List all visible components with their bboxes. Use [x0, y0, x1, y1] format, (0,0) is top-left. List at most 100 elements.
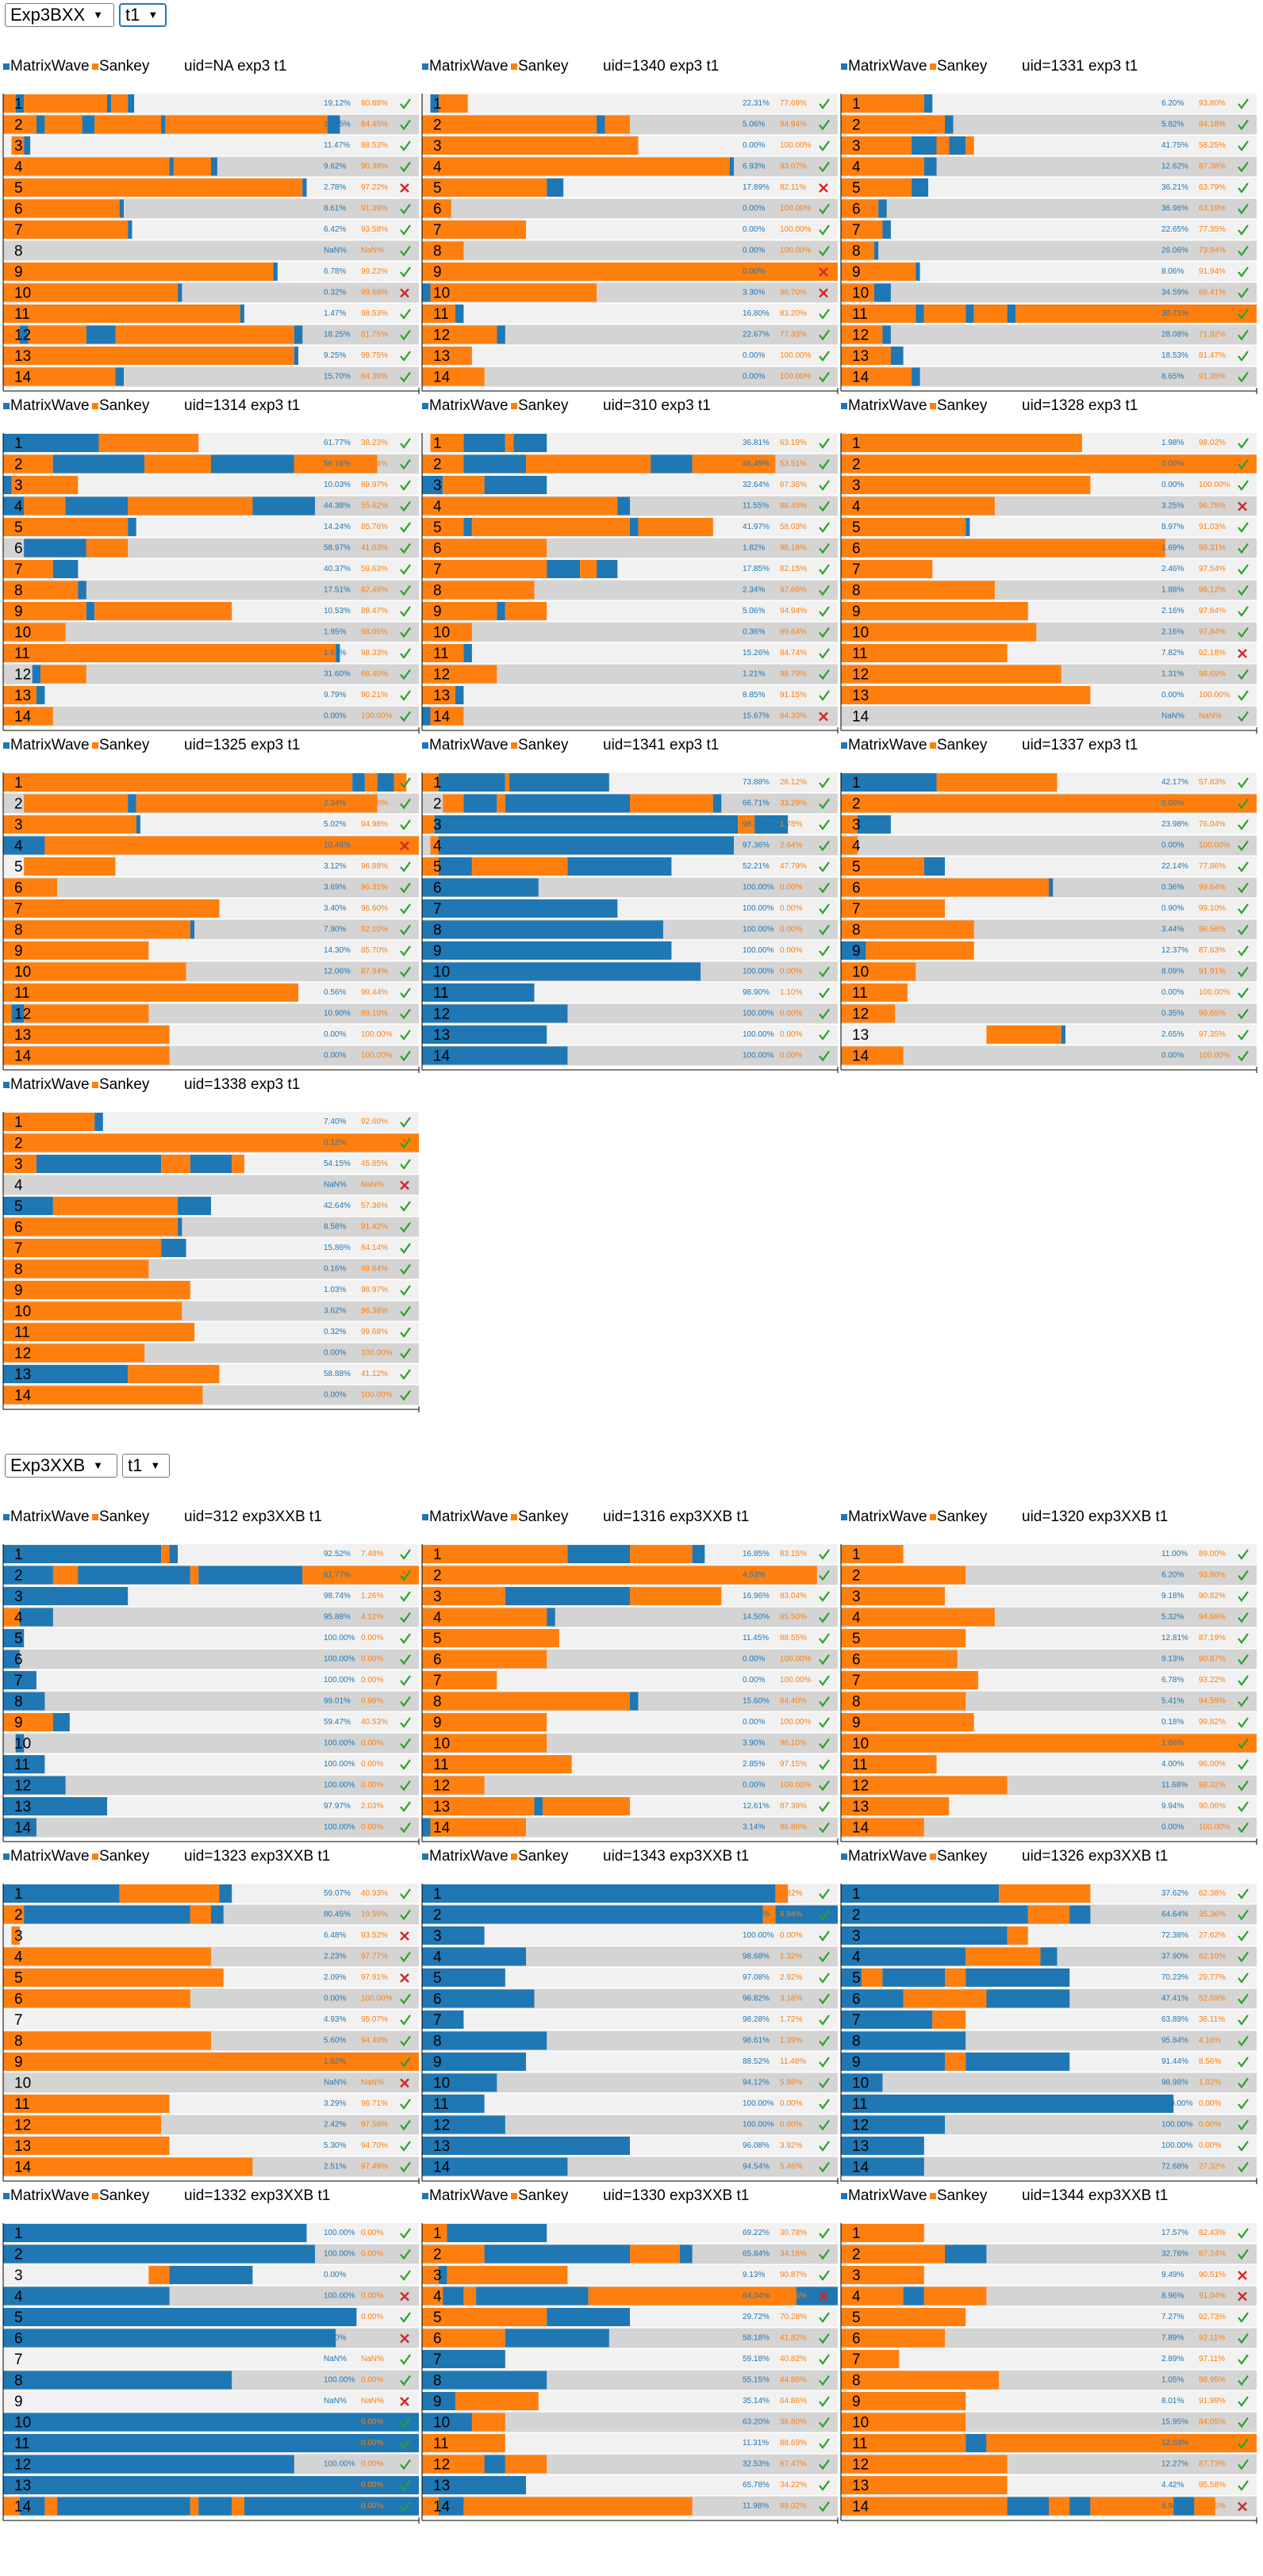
matrixwave-percent: 58.18% [743, 2334, 770, 2343]
matrixwave-percent: 36.81% [743, 439, 770, 447]
sankey-segment [128, 496, 253, 516]
sankey-percent: 58.03% [780, 523, 807, 531]
matrixwave-percent: 100.00% [324, 1739, 355, 1748]
check-icon [400, 966, 411, 978]
check-icon [400, 2248, 411, 2260]
check-icon [400, 2375, 411, 2386]
sankey-segment [422, 1608, 547, 1627]
check-icon [400, 1117, 411, 1128]
sankey-percent: 89.00% [1199, 1550, 1226, 1558]
row-label: 10 [852, 2076, 869, 2092]
check-icon [1238, 798, 1249, 810]
sankey-segment [430, 836, 439, 855]
row-label: 11 [852, 985, 868, 1002]
matrixwave-segment [882, 220, 891, 239]
check-icon [400, 2141, 411, 2152]
row-label: 1 [14, 1547, 23, 1563]
row-label: 9 [433, 2054, 442, 2071]
matrixwave-segment [3, 2371, 232, 2390]
sankey-percent: 40.53% [361, 1718, 388, 1727]
experiment-select[interactable]: Exp3XXB ▼ [5, 1454, 117, 1478]
sankey-percent: 100.00% [780, 1676, 812, 1685]
sankey-percent: 99.65% [1199, 1010, 1226, 1018]
chart-panel: MatrixWave Sankey uid=1314 exp3 t11 61.77% 3… [2, 397, 420, 734]
row-label: 7 [852, 222, 861, 239]
sankey-segment [422, 347, 472, 365]
check-icon [1238, 690, 1249, 701]
legend-swatch-matrixwave [3, 742, 10, 749]
matrixwave-percent: 66.71% [743, 799, 770, 808]
sankey-percent: 30.78% [780, 2229, 807, 2237]
matrixwave-percent: 4.93% [324, 2015, 346, 2024]
matrixwave-segment [841, 941, 866, 960]
row-label: 10 [852, 2415, 869, 2432]
row-label: 7 [14, 2352, 23, 2368]
check-icon [1238, 1759, 1249, 1770]
row-label: 11 [14, 646, 30, 662]
row-label: 8 [433, 2373, 442, 2390]
sankey-segment [841, 794, 1257, 813]
row-background [3, 1754, 419, 1774]
check-icon [819, 522, 830, 533]
chart-panel: MatrixWave Sankey uid=1326 exp3XXB t11 37.6… [840, 1848, 1257, 2184]
row-label: 11 [852, 306, 868, 323]
matrixwave-percent: 98.90% [743, 988, 770, 997]
row-label: 9 [14, 2054, 23, 2071]
sankey-segment [841, 2287, 904, 2306]
matrixwave-percent: 64.64% [1161, 1911, 1188, 1919]
sankey-percent: 88.45% [780, 502, 807, 511]
check-icon [819, 245, 830, 257]
row-label: 10 [14, 2415, 31, 2432]
experiment-select[interactable]: Exp3BXX ▼ [5, 3, 114, 27]
row-label: 3 [433, 477, 442, 494]
check-icon [819, 1822, 830, 1834]
sankey-segment [364, 773, 378, 792]
sankey-percent: 84.45% [361, 121, 388, 129]
matrixwave-segment [24, 539, 86, 558]
sankey-segment [3, 94, 16, 113]
check-icon [1238, 458, 1249, 470]
row-label: 14 [852, 370, 870, 386]
sankey-percent: 27.32% [1199, 2163, 1226, 2172]
row-label: 5 [433, 859, 442, 876]
matrixwave-segment [945, 2244, 987, 2264]
row-label: 4 [852, 159, 861, 176]
sankey-segment [443, 794, 464, 813]
task-select[interactable]: t1 ▼ [119, 3, 167, 27]
chart-title: uid=310 exp3 t1 [603, 397, 711, 414]
task-select[interactable]: t1 ▼ [122, 1454, 170, 1478]
matrixwave-segment [211, 1905, 224, 1924]
legend-swatch-sankey [92, 2193, 98, 2199]
row-label: 8 [852, 2373, 861, 2390]
sankey-percent: 4.12% [361, 1613, 383, 1622]
matrixwave-segment [447, 2224, 547, 2242]
sankey-percent: 83.15% [780, 1550, 807, 1558]
sankey-percent: 87.19% [1199, 1634, 1226, 1643]
matrixwave-segment [509, 773, 609, 792]
check-icon [1238, 1780, 1249, 1792]
matrixwave-segment [923, 157, 937, 176]
matrixwave-percent: 29.72% [743, 2313, 770, 2321]
sankey-percent: 91.04% [1199, 2292, 1226, 2301]
row-background [422, 685, 838, 705]
sankey-segment [3, 1217, 179, 1236]
sankey-segment [3, 707, 53, 726]
sankey-percent: 40.82% [780, 2355, 807, 2363]
sankey-percent: 99.10% [1199, 904, 1226, 913]
sankey-percent: 89.10% [361, 1010, 388, 1018]
matrixwave-segment [161, 115, 166, 134]
sankey-percent: 57.36% [361, 1202, 388, 1210]
sankey-segment [3, 962, 186, 981]
matrixwave-percent: 7.82% [1161, 649, 1184, 657]
sankey-percent: 100.00% [780, 351, 812, 360]
check-icon [1238, 669, 1249, 680]
matrixwave-percent: 100.00% [324, 1676, 355, 1685]
sankey-percent: 0.00% [780, 1010, 802, 1018]
check-icon [400, 2417, 411, 2428]
matrixwave-segment [422, 1989, 535, 2008]
row-label: 7 [433, 901, 442, 918]
matrixwave-segment [3, 434, 99, 452]
chart-panel: MatrixWave Sankey uid=1328 exp3 t11 1.98% 98… [840, 397, 1257, 734]
matrixwave-segment [841, 2053, 945, 2071]
matrixwave-segment [841, 773, 937, 792]
